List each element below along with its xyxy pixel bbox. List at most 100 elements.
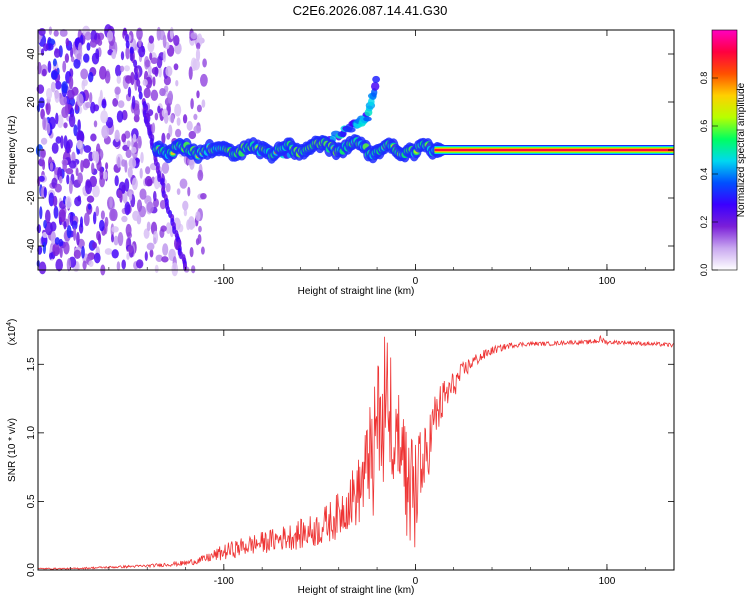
noise-blob (71, 86, 79, 96)
noise-blob (151, 122, 156, 134)
noise-blob (86, 195, 95, 203)
noise-blob (133, 105, 140, 118)
noise-blob (162, 243, 169, 256)
noise-blob (114, 129, 120, 143)
noise-blob (127, 245, 134, 254)
noise-blob (55, 112, 59, 125)
noise-blob (62, 60, 67, 73)
noise-blob (125, 75, 133, 84)
noise-blob (196, 42, 201, 50)
noise-blob (161, 256, 169, 263)
early-trace-mark (133, 59, 138, 68)
noise-blob (163, 112, 169, 124)
noise-blob (145, 76, 153, 89)
noise-blob (175, 128, 182, 138)
noise-blob (193, 113, 198, 121)
noise-blob (147, 64, 152, 76)
noise-blob (124, 201, 131, 216)
spectrogram-axes: -100 0 100 -40 -20 0 20 40 (26, 30, 674, 287)
branch-mark (346, 127, 356, 133)
noise-blob (73, 124, 78, 137)
noise-blob (137, 135, 142, 149)
noise-blob (83, 212, 90, 227)
noise-blob (116, 261, 121, 271)
branch-mark (372, 75, 381, 83)
noise-blob (46, 122, 51, 135)
noise-blob (156, 55, 163, 69)
noise-blob (174, 103, 182, 117)
noise-blob (171, 262, 179, 277)
noise-blob (198, 225, 202, 233)
noise-blob (54, 237, 60, 245)
noise-blob (66, 174, 70, 185)
noise-blob (55, 80, 62, 90)
noise-blob (153, 190, 157, 202)
noise-blob (93, 104, 100, 112)
noise-blob (38, 45, 42, 53)
noise-blob (64, 102, 69, 116)
noise-blob (40, 148, 46, 158)
noise-blob (85, 101, 91, 109)
noise-blob (150, 57, 158, 64)
noise-blob (65, 37, 70, 47)
noise-blob (165, 65, 173, 77)
noise-blob (116, 75, 122, 84)
noise-blob (154, 66, 159, 77)
noise-blob (91, 150, 97, 161)
spectrogram-panel: -100 0 100 -40 -20 0 20 40 Height of straight l… (7, 24, 675, 297)
noise-blob (55, 258, 63, 272)
noise-blob (170, 114, 175, 124)
noise-blob (59, 245, 63, 259)
noise-blob (70, 56, 75, 63)
branch-mark (370, 81, 380, 91)
noise-blob (73, 58, 81, 69)
noise-blob (71, 151, 76, 164)
noise-blob (42, 116, 46, 130)
noise-blob (176, 117, 181, 126)
noise-blob (68, 160, 77, 169)
noise-blob (121, 133, 127, 143)
noise-blob (195, 48, 201, 62)
noise-blob (109, 209, 116, 222)
noise-blob (182, 114, 188, 124)
noise-blob (54, 183, 62, 193)
noise-blob (100, 110, 108, 124)
noise-blob (92, 241, 98, 249)
noise-blob (95, 205, 100, 217)
noise-blob (50, 231, 57, 245)
noise-blob (45, 101, 51, 115)
noise-blob (201, 99, 206, 108)
noise-blob (49, 162, 54, 171)
noise-blob (202, 58, 207, 68)
figure-title: C2E6.2026.087.14.41.G30 (293, 3, 448, 18)
noise-blob (125, 223, 132, 237)
noise-blob (189, 220, 196, 229)
colorbar-tick-label: 0.6 (699, 120, 709, 133)
noise-blob (68, 97, 76, 107)
noise-blob (104, 248, 113, 255)
noise-blob (53, 30, 59, 37)
colorbar-tick-label: 0.8 (699, 72, 709, 85)
noise-blob (56, 114, 64, 129)
noise-blob (92, 211, 97, 225)
noise-blob (146, 201, 154, 213)
noise-blob (159, 88, 166, 97)
noise-blob (128, 190, 133, 201)
noise-blob (64, 53, 70, 63)
early-trace-mark (125, 34, 129, 42)
noise-blob (38, 261, 47, 275)
noise-blob (146, 242, 155, 251)
noise-blob (128, 157, 137, 169)
noise-blob (136, 27, 143, 40)
noise-blob (144, 59, 151, 68)
noise-blob (150, 89, 159, 101)
noise-blob (139, 188, 147, 200)
noise-blob (125, 46, 130, 60)
noise-blob (121, 259, 126, 270)
noise-blob (186, 120, 193, 131)
noise-blob (196, 90, 200, 99)
noise-blob (110, 234, 115, 243)
noise-blob (115, 64, 122, 77)
y-tick-label: 1.0 (26, 425, 37, 439)
noise-blob (80, 159, 84, 173)
